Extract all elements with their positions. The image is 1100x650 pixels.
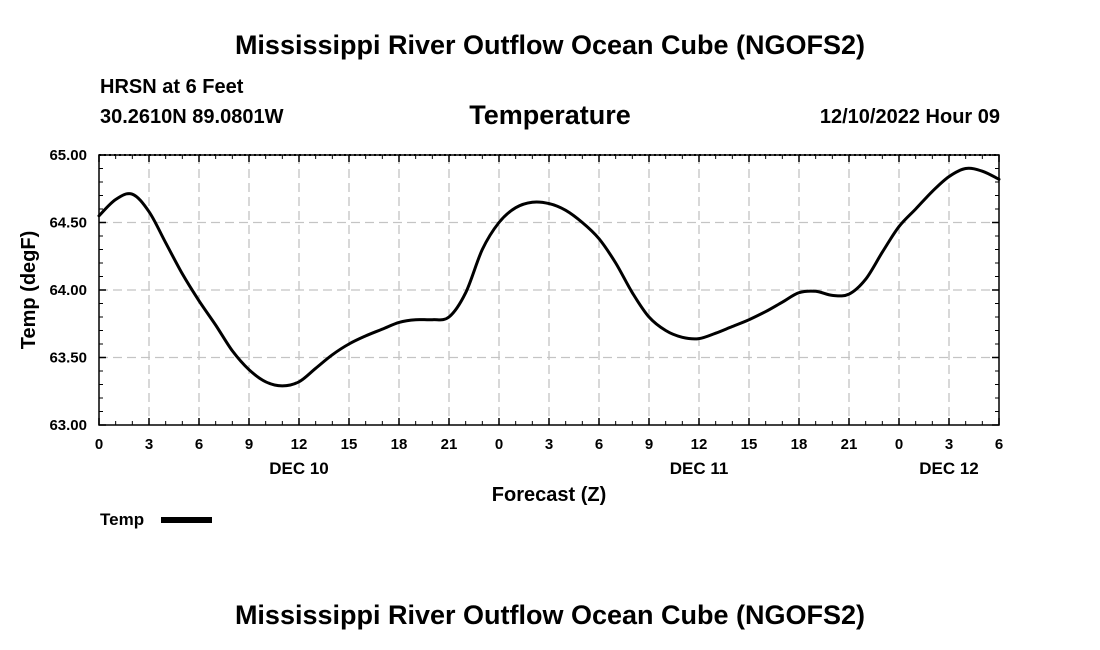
y-tick-label: 65.00 — [49, 147, 87, 164]
x-tick-label: 6 — [195, 436, 203, 453]
x-tick-label: 18 — [391, 436, 408, 453]
x-tick-label: 0 — [95, 436, 103, 453]
y-axis-title: Temp (degF) — [18, 231, 40, 350]
x-tick-label: 3 — [145, 436, 153, 453]
x-tick-label: 0 — [495, 436, 503, 453]
y-tick-label: 63.00 — [49, 417, 87, 434]
x-axis-title: Forecast (Z) — [492, 484, 606, 506]
y-tick-label: 63.50 — [49, 350, 87, 367]
x-tick-label: 12 — [291, 436, 308, 453]
x-tick-label: 15 — [341, 436, 358, 453]
forecast-datetime: 12/10/2022 Hour 09 — [819, 106, 1000, 128]
temp-series-line — [97, 166, 1001, 388]
x-tick-label: 21 — [841, 436, 858, 453]
station-coordinates: 30.2610N 89.0801W — [100, 106, 284, 128]
x-tick-labels: 0 3 6 9 12 15 18 21 0 3 6 9 12 15 18 21 0 3 6 — [95, 436, 1003, 453]
day-label: DEC 11 — [670, 459, 729, 478]
day-label: DEC 12 — [919, 459, 979, 478]
legend-label: Temp — [100, 510, 144, 529]
x-tick-label: 15 — [741, 436, 758, 453]
station-label: HRSN at 6 Feet — [100, 76, 244, 98]
day-label: DEC 10 — [269, 459, 329, 478]
x-tick-label: 9 — [245, 436, 253, 453]
x-tick-label: 3 — [945, 436, 953, 453]
legend-swatch — [161, 517, 212, 523]
temperature-chart: 63.00 63.50 64.00 64.50 65.00 0 3 6 9 12 15 18 21 0 3… — [18, 147, 1003, 529]
x-tick-label: 12 — [691, 436, 708, 453]
y-tick-label: 64.50 — [49, 215, 87, 232]
x-tick-label: 21 — [441, 436, 458, 453]
x-tick-label: 9 — [645, 436, 653, 453]
x-tick-label: 6 — [595, 436, 603, 453]
variable-title: Temperature — [469, 100, 631, 130]
x-tick-label: 3 — [545, 436, 553, 453]
y-tick-labels: 63.00 63.50 64.00 64.50 65.00 — [49, 147, 87, 434]
x-tick-label: 18 — [791, 436, 808, 453]
day-labels: DEC 10 DEC 11 DEC 12 — [269, 459, 979, 478]
grid-layer — [99, 155, 999, 425]
main-title: Mississippi River Outflow Ocean Cube (NG… — [234, 30, 866, 60]
x-tick-label: 0 — [895, 436, 903, 453]
y-tick-label: 64.00 — [49, 282, 87, 299]
footer-title: Mississippi River Outflow Ocean Cube (NG… — [234, 600, 866, 630]
x-tick-label: 6 — [995, 436, 1003, 453]
legend: Temp — [100, 510, 212, 529]
